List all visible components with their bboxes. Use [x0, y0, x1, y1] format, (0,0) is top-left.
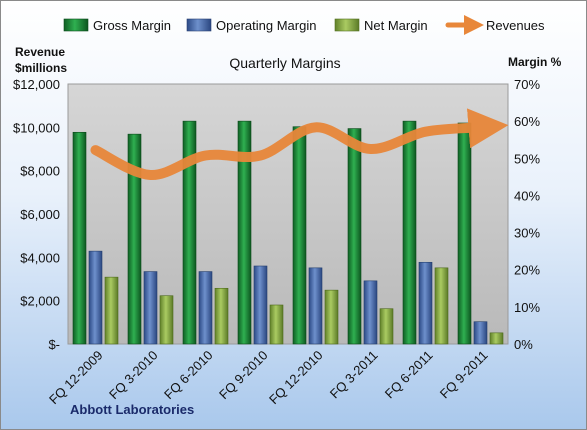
right-tick-label: 40%: [514, 188, 540, 203]
x-tick-label: FQ 9-2011: [437, 348, 491, 402]
gross-margin-bar: [127, 133, 142, 345]
operating-margin-bar: [198, 271, 213, 345]
gross-margin-bar: [182, 120, 197, 345]
left-axis-title-line2: $millions: [15, 61, 67, 75]
left-tick-label: $-: [48, 337, 60, 352]
net-margin-bar: [159, 295, 174, 345]
operating-margin-bar: [143, 271, 158, 345]
net-margin-bar: [434, 267, 449, 345]
right-tick-label: 0%: [514, 337, 533, 352]
net-margin-bar: [324, 289, 339, 345]
right-axis-title: Margin %: [508, 55, 562, 69]
left-tick-label: $10,000: [13, 120, 60, 135]
net-margin-bar: [104, 276, 119, 345]
net-margin-bar: [489, 332, 504, 345]
right-tick-label: 70%: [514, 77, 540, 92]
chart-title: Quarterly Margins: [229, 55, 340, 71]
operating-margin-bar: [88, 250, 103, 345]
right-tick-label: 30%: [514, 226, 540, 241]
left-tick-label: $8,000: [20, 164, 60, 179]
operating-margin-bar: [363, 280, 378, 345]
left-axis-title-line1: Revenue: [15, 45, 65, 59]
legend-swatch-operating-margin: [186, 18, 212, 32]
legend-swatch-gross-margin: [63, 18, 89, 32]
gross-margin-bar: [457, 122, 472, 345]
legend-label-gross-margin: Gross Margin: [93, 18, 171, 33]
right-tick-label: 60%: [514, 114, 540, 129]
bars: [72, 120, 504, 345]
x-axis-labels: FQ 12-2009 FQ 3-2010 FQ 6-2010 FQ 9-2010FQ …: [46, 348, 491, 408]
x-tick-label: FQ 12-2010: [266, 348, 326, 408]
operating-margin-bar: [473, 321, 488, 345]
x-tick-label: FQ 3-2010: [106, 348, 161, 403]
operating-margin-bar: [308, 267, 323, 345]
gross-margin-bar: [402, 120, 417, 345]
operating-margin-bar: [253, 265, 268, 345]
left-tick-label: $2,000: [20, 294, 60, 309]
net-margin-bar: [269, 304, 284, 345]
right-tick-label: 20%: [514, 263, 540, 278]
gross-margin-bar: [292, 126, 307, 345]
x-tick-label: FQ 6-2010: [161, 348, 216, 403]
x-tick-label: FQ 9-2010: [216, 348, 271, 403]
x-tick-label: FQ 12-2009: [46, 348, 106, 408]
legend-label-revenues: Revenues: [486, 18, 545, 33]
legend-label-operating-margin: Operating Margin: [216, 18, 316, 33]
left-tick-label: $6,000: [20, 207, 60, 222]
x-tick-label: FQ 6-2011: [382, 348, 436, 402]
net-margin-bar: [379, 308, 394, 345]
company-name: Abbott Laboratories: [70, 402, 194, 417]
net-margin-bar: [214, 287, 229, 345]
left-axis-ticks: $- $2,000 $4,000 $6,000 $8,000 $10,000 $12,000: [13, 77, 60, 352]
x-tick-label: FQ 3-2011: [327, 348, 381, 402]
left-tick-label: $12,000: [13, 77, 60, 92]
gross-margin-bar: [347, 128, 362, 345]
right-axis-ticks: 0% 10% 20% 30% 40% 50% 60% 70%: [514, 77, 540, 352]
revenue-line: [90, 108, 509, 180]
legend: Gross Margin Operating Margin Net Margin…: [63, 15, 545, 35]
right-tick-label: 50%: [514, 151, 540, 166]
gross-margin-bar: [72, 131, 87, 345]
legend-swatch-net-margin: [334, 18, 360, 32]
revenues-series-line: [90, 108, 509, 180]
gross-margin-bar: [237, 120, 252, 345]
left-tick-label: $4,000: [20, 250, 60, 265]
legend-label-net-margin: Net Margin: [364, 18, 428, 33]
operating-margin-bar: [418, 261, 433, 345]
right-tick-label: 10%: [514, 300, 540, 315]
